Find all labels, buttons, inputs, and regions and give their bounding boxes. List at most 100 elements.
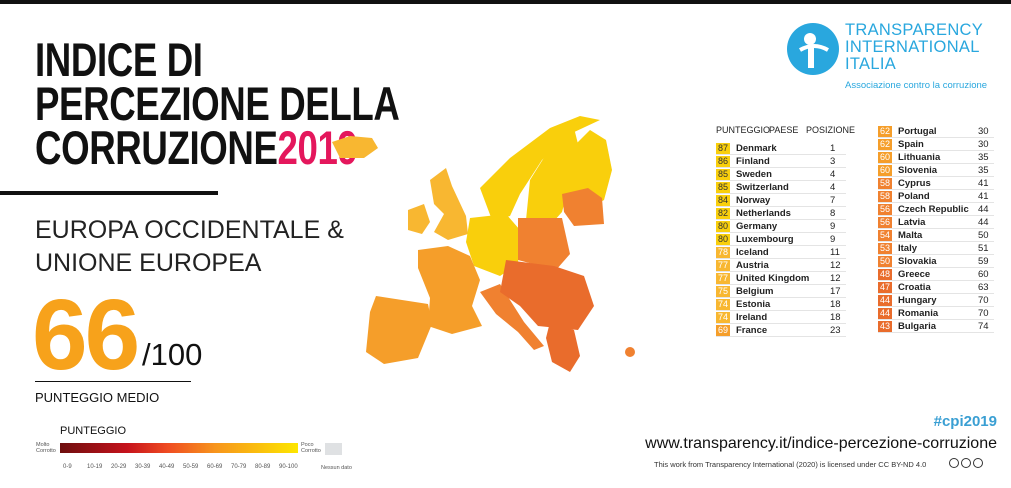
table-row: 80 Germany 9 xyxy=(716,220,846,233)
table-row: 82 Netherlands 8 xyxy=(716,207,846,220)
rank-cell: 35 xyxy=(978,164,989,176)
page-title: INDICE DI PERCEZIONE DELLA CORRUZIONE201… xyxy=(35,36,400,171)
logo-line: ITALIA xyxy=(845,55,897,73)
score-cell: 44 xyxy=(878,307,892,319)
table-row: 56 Latvia 44 xyxy=(878,216,994,229)
by-icon xyxy=(961,458,971,468)
cc-license-icons xyxy=(949,458,983,468)
table-row: 80 Luxembourg 9 xyxy=(716,233,846,246)
map-baltics xyxy=(562,188,604,226)
score-cell: 80 xyxy=(716,233,730,245)
hashtag: #cpi2019 xyxy=(933,413,997,430)
map-france xyxy=(418,246,482,334)
map-sweden xyxy=(526,128,580,230)
rank-cell: 17 xyxy=(830,285,841,297)
country-cell: Malta xyxy=(898,229,923,241)
country-cell: Hungary xyxy=(898,294,937,306)
table-row: 60 Slovenia 35 xyxy=(878,164,994,177)
table-row: 74 Ireland 18 xyxy=(716,311,846,324)
legend-tick-label: 60-69 xyxy=(207,464,223,470)
country-cell: Latvia xyxy=(898,216,926,228)
country-cell: Cyprus xyxy=(898,177,931,189)
country-cell: Sweden xyxy=(736,168,772,180)
website-link[interactable]: www.transparency.it/indice-percezione-co… xyxy=(645,435,997,452)
title-word: CORRUZIONE xyxy=(35,121,278,174)
license-text: This work from Transparency Internationa… xyxy=(654,460,927,469)
table-row: 58 Cyprus 41 xyxy=(878,177,994,190)
legend-tick-label: 50-59 xyxy=(183,464,199,470)
logo-line: INTERNATIONAL xyxy=(845,38,980,56)
score-cell: 60 xyxy=(878,151,892,163)
legend-tick-label: 80-89 xyxy=(255,464,271,470)
header-score: PUNTEGGIO xyxy=(716,125,771,135)
country-cell: Lithuania xyxy=(898,151,941,163)
table-row: 44 Hungary 70 xyxy=(878,294,994,307)
rank-cell: 74 xyxy=(978,320,989,332)
region-line: EUROPA OCCIDENTALE & xyxy=(35,216,344,244)
rank-cell: 18 xyxy=(830,298,841,310)
top-bar xyxy=(0,0,1011,4)
rank-cell: 44 xyxy=(978,203,989,215)
score-cell: 50 xyxy=(878,255,892,267)
map-balkans xyxy=(546,322,580,372)
score-cell: 85 xyxy=(716,168,730,180)
score-max: /100 xyxy=(142,337,203,372)
europe-map xyxy=(332,116,635,372)
score-cell: 62 xyxy=(878,138,892,150)
table-row: 60 Lithuania 35 xyxy=(878,151,994,164)
rank-cell: 35 xyxy=(978,151,989,163)
table-row: 84 Norway 7 xyxy=(716,194,846,207)
legend-tick-label: 20-29 xyxy=(111,464,127,470)
country-cell: Belgium xyxy=(736,285,774,297)
table-row: 69 France 23 xyxy=(716,324,846,337)
legend-tick-label: 10-19 xyxy=(87,464,103,470)
legend-tick-label: 40-49 xyxy=(159,464,175,470)
table-row: 78 Iceland 11 xyxy=(716,246,846,259)
table-row: 86 Finland 3 xyxy=(716,155,846,168)
logo-text: TRANSPARENCY INTERNATIONAL ITALIA xyxy=(845,22,983,73)
score-cell: 48 xyxy=(878,268,892,280)
title-line: PERCEZIONE DELLA xyxy=(35,77,400,130)
rank-cell: 23 xyxy=(830,324,841,336)
nd-icon xyxy=(973,458,983,468)
rank-cell: 41 xyxy=(978,190,989,202)
map-ireland xyxy=(408,204,430,234)
logo-tagline: Associazione contro la corruzione xyxy=(845,80,988,91)
table-row: 74 Estonia 18 xyxy=(716,298,846,311)
map-central-europe xyxy=(500,260,594,330)
country-cell: Slovenia xyxy=(898,164,938,176)
score-cell: 86 xyxy=(716,155,730,167)
rank-cell: 70 xyxy=(978,294,989,306)
score-cell: 58 xyxy=(878,177,892,189)
rank-cell: 30 xyxy=(978,138,989,150)
rank-cell: 59 xyxy=(978,255,989,267)
country-cell: Iceland xyxy=(736,246,769,258)
score-cell: 43 xyxy=(878,320,892,332)
legend-title: PUNTEGGIO xyxy=(60,425,127,437)
country-cell: Bulgaria xyxy=(898,320,937,332)
country-cell: Norway xyxy=(736,194,771,206)
score-cell: 54 xyxy=(878,229,892,241)
country-cell: Ireland xyxy=(736,311,768,323)
table-row: 87 Denmark 1 xyxy=(716,142,846,155)
table-row: 85 Sweden 4 xyxy=(716,168,846,181)
header-country: PAESE xyxy=(769,125,799,135)
legend-tick-label: 30-39 xyxy=(135,464,151,470)
region-line: UNIONE EUROPEA xyxy=(35,249,262,277)
table-row: 77 United Kingdom 12 xyxy=(716,272,846,285)
region-subtitle: EUROPA OCCIDENTALE & UNIONE EUROPEA xyxy=(35,214,344,280)
country-cell: Slovakia xyxy=(898,255,937,267)
rank-cell: 41 xyxy=(978,177,989,189)
score-cell: 74 xyxy=(716,311,730,323)
table-row: 62 Portugal 30 xyxy=(878,125,994,138)
score-cell: 87 xyxy=(716,142,730,154)
map-denmark xyxy=(492,198,508,218)
title-line: CORRUZIONE2019 xyxy=(35,124,399,171)
score-cell: 56 xyxy=(878,203,892,215)
rank-cell: 3 xyxy=(830,155,836,167)
legend-tick-label: 90-100 xyxy=(279,464,298,470)
rank-cell: 4 xyxy=(830,168,836,180)
legend-gradient xyxy=(60,443,298,453)
table-row: 85 Switzerland 4 xyxy=(716,181,846,194)
score-cell: 84 xyxy=(716,194,730,206)
